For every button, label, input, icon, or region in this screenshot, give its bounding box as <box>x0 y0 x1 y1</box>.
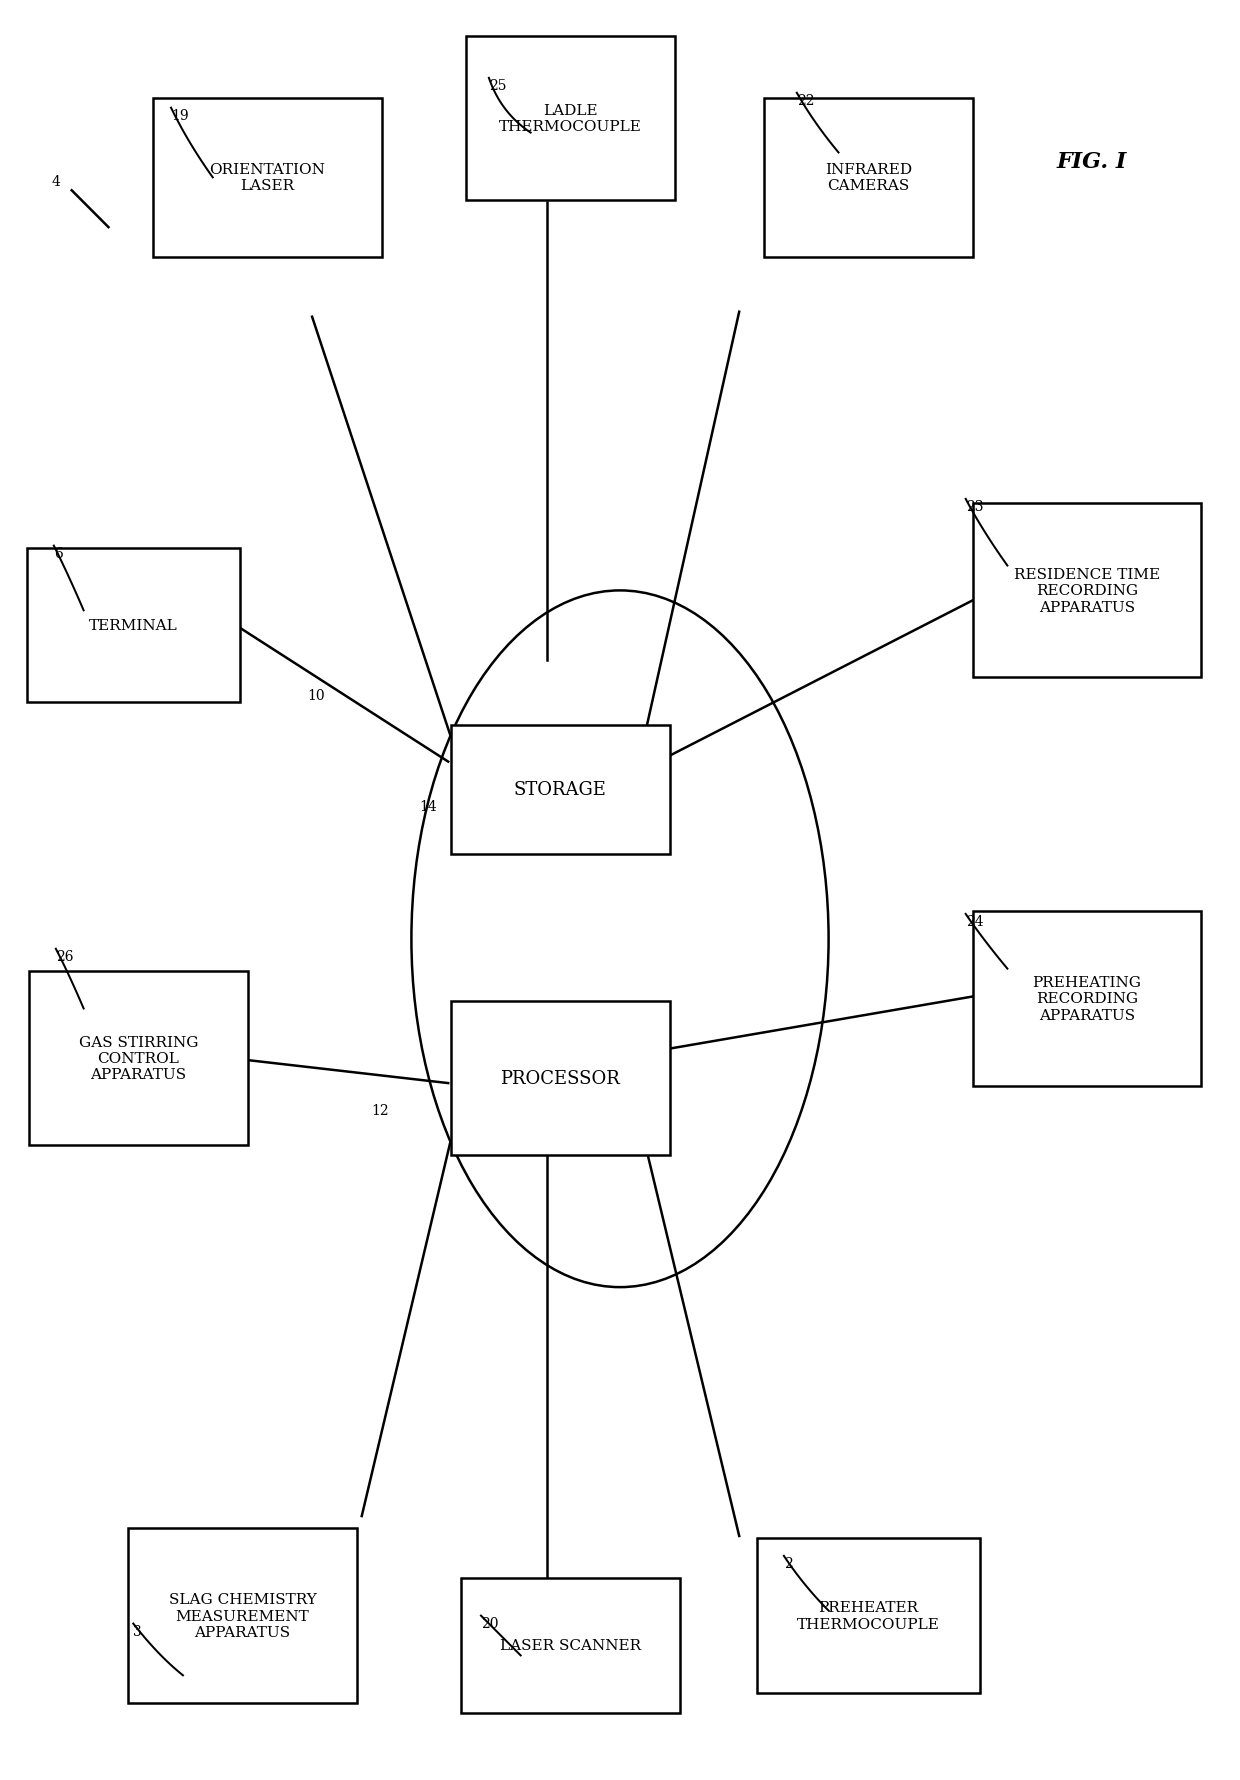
Text: LASER SCANNER: LASER SCANNER <box>500 1639 641 1652</box>
Text: 20: 20 <box>481 1616 498 1630</box>
Text: TERMINAL: TERMINAL <box>89 619 177 634</box>
Text: GAS STIRRING
CONTROL
APPARATUS: GAS STIRRING CONTROL APPARATUS <box>78 1036 198 1082</box>
Text: PROCESSOR: PROCESSOR <box>501 1070 620 1088</box>
Text: 26: 26 <box>56 949 73 963</box>
FancyBboxPatch shape <box>29 972 248 1146</box>
Text: 22: 22 <box>797 94 815 107</box>
FancyBboxPatch shape <box>764 98 972 258</box>
Text: INFRARED
CAMERAS: INFRARED CAMERAS <box>825 164 911 194</box>
Text: 14: 14 <box>419 799 438 813</box>
FancyBboxPatch shape <box>451 726 670 854</box>
Text: 24: 24 <box>966 915 983 929</box>
FancyBboxPatch shape <box>154 98 382 258</box>
Text: 25: 25 <box>489 78 506 93</box>
Text: PREHEATER
THERMOCOUPLE: PREHEATER THERMOCOUPLE <box>797 1600 940 1630</box>
Text: 12: 12 <box>372 1104 389 1118</box>
FancyBboxPatch shape <box>972 911 1202 1086</box>
FancyBboxPatch shape <box>461 1579 680 1712</box>
Text: LADLE
THERMOCOUPLE: LADLE THERMOCOUPLE <box>498 103 642 134</box>
Text: FIG. I: FIG. I <box>1056 151 1127 173</box>
Text: 10: 10 <box>308 689 325 703</box>
Text: 23: 23 <box>966 500 983 514</box>
Text: 6: 6 <box>53 546 62 561</box>
Text: ORIENTATION
LASER: ORIENTATION LASER <box>210 164 325 194</box>
Text: 19: 19 <box>171 109 188 123</box>
FancyBboxPatch shape <box>972 504 1202 678</box>
FancyBboxPatch shape <box>756 1538 980 1693</box>
Text: 4: 4 <box>52 174 61 189</box>
FancyBboxPatch shape <box>128 1529 357 1703</box>
Text: SLAG CHEMISTRY
MEASUREMENT
APPARATUS: SLAG CHEMISTRY MEASUREMENT APPARATUS <box>169 1593 316 1639</box>
Text: 2: 2 <box>784 1556 792 1570</box>
Text: STORAGE: STORAGE <box>513 781 606 799</box>
FancyBboxPatch shape <box>26 548 241 703</box>
Text: 3: 3 <box>133 1623 143 1638</box>
FancyBboxPatch shape <box>466 37 675 201</box>
Text: PREHEATING
RECORDING
APPARATUS: PREHEATING RECORDING APPARATUS <box>1033 975 1141 1022</box>
FancyBboxPatch shape <box>451 1002 670 1155</box>
Text: RESIDENCE TIME
RECORDING
APPARATUS: RESIDENCE TIME RECORDING APPARATUS <box>1014 568 1159 614</box>
